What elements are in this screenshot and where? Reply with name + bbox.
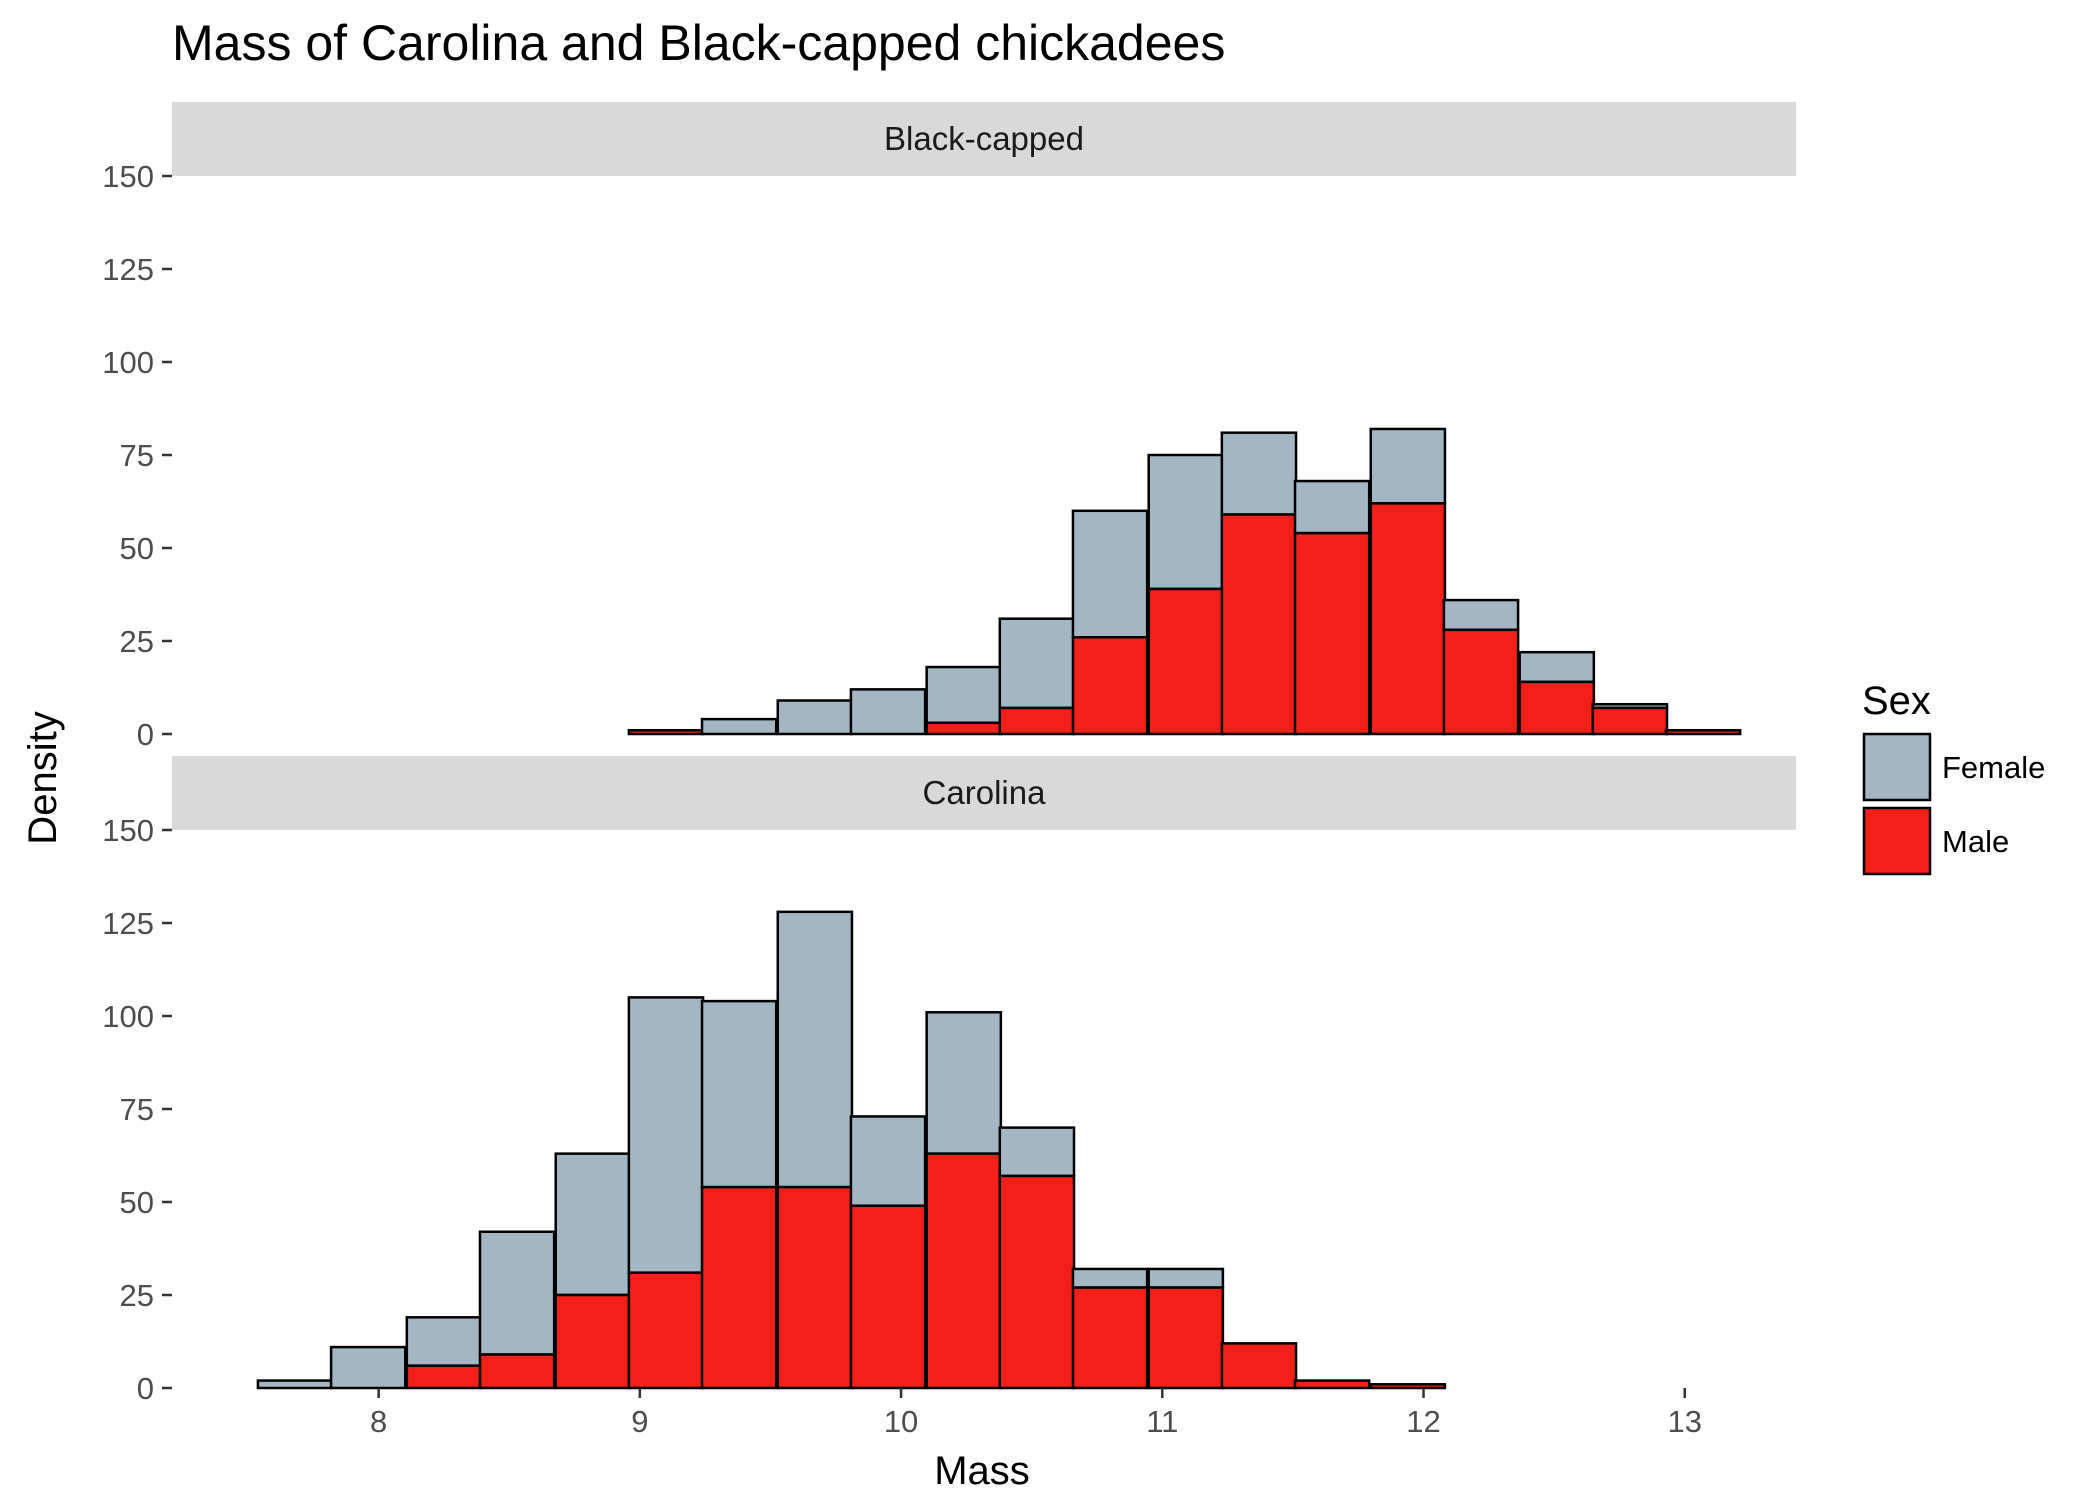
bar-male [1147, 587, 1225, 736]
panel-carolina: Carolina 0 25 50 75 100 125 150 [102, 756, 1796, 1406]
bar-female [1147, 1267, 1225, 1289]
facet-strip-label: Carolina [923, 774, 1047, 811]
bar-female [776, 910, 854, 1189]
bar-male [1220, 513, 1298, 736]
bar-male [1369, 1383, 1447, 1390]
bar-female [329, 1345, 407, 1390]
y-tick-label: 100 [102, 345, 154, 380]
x-tick-label: 12 [1406, 1404, 1440, 1439]
y-tick-label: 125 [102, 906, 154, 941]
bar-male [1071, 636, 1149, 736]
bar-male [478, 1353, 556, 1390]
y-tick-label: 25 [120, 624, 154, 659]
bar-female [554, 1152, 632, 1297]
facet-strip-label: Black-capped [884, 120, 1084, 157]
bar-male [1293, 1379, 1371, 1390]
bar-male [998, 706, 1076, 736]
bar-female [998, 1126, 1076, 1178]
legend-title: Sex [1862, 679, 1931, 723]
y-tick-label: 75 [120, 1092, 154, 1127]
x-tick-label: 13 [1668, 1404, 1702, 1439]
bar-female [1369, 427, 1447, 505]
legend-key-male [1862, 806, 1932, 876]
bar-female [700, 717, 778, 736]
bar-female [405, 1316, 483, 1367]
x-tick-label: 8 [370, 1404, 387, 1439]
y-tick-label: 0 [137, 1371, 154, 1406]
x-tick-label: 9 [631, 1404, 648, 1439]
bar-male [1442, 628, 1520, 736]
y-tick-label: 75 [120, 438, 154, 473]
bar-male [554, 1293, 632, 1390]
bar-male [1293, 531, 1371, 736]
bar-male [925, 1152, 1003, 1390]
facet-strip [172, 102, 1796, 176]
legend: Sex Female Male [1862, 679, 2045, 876]
y-axis-title: Density [21, 711, 65, 844]
bar-female [998, 617, 1076, 710]
bar-female [849, 1115, 927, 1207]
bar-male [627, 729, 705, 736]
y-tick-label: 100 [102, 999, 154, 1034]
bar-female [700, 999, 778, 1189]
chart-panels: Black-capped 0 25 50 75 100 125 150 Carolina 0 25 5… [102, 102, 1796, 1406]
bar-female [776, 699, 854, 736]
bar-female [1220, 431, 1298, 516]
bar-female [1293, 479, 1371, 535]
bar-female [478, 1230, 556, 1356]
y-tick-label: 25 [120, 1278, 154, 1313]
bar-male [700, 1185, 778, 1390]
x-axis: 8 9 10 11 12 13 [370, 1388, 1702, 1439]
bar-male [925, 721, 1003, 736]
bar-male [998, 1174, 1076, 1390]
bar-male [1591, 706, 1669, 736]
y-tick-label: 125 [102, 252, 154, 287]
y-tick-label: 50 [120, 531, 154, 566]
bar-male [776, 1185, 854, 1390]
bar-male [1369, 502, 1447, 736]
bar-male [1664, 729, 1742, 736]
chart-title: Mass of Carolina and Black-capped chicka… [172, 15, 1225, 71]
bar-female [1071, 509, 1149, 639]
panel-black-capped: Black-capped 0 25 50 75 100 125 150 [102, 102, 1796, 752]
bar-male [1071, 1286, 1149, 1390]
bar-male [1220, 1342, 1298, 1390]
y-tick-label: 50 [120, 1185, 154, 1220]
bar-female [1147, 453, 1225, 591]
bar-male [1518, 680, 1596, 736]
x-tick-label: 10 [884, 1404, 918, 1439]
bar-male [849, 1204, 927, 1390]
bar-female [1442, 598, 1520, 632]
legend-label-female: Female [1942, 750, 2045, 785]
bar-female [925, 1011, 1003, 1155]
bar-female [1071, 1267, 1149, 1289]
bar-male [405, 1364, 483, 1390]
legend-label-male: Male [1942, 824, 2009, 859]
bar-female [256, 1379, 334, 1390]
bar-male [1147, 1286, 1225, 1390]
facet-strip [172, 756, 1796, 830]
y-tick-label: 0 [137, 717, 154, 752]
legend-key-female [1862, 732, 1932, 802]
bar-female [925, 665, 1003, 725]
x-axis-title: Mass [934, 1449, 1030, 1493]
bar-male [627, 1271, 705, 1390]
y-tick-label: 150 [102, 813, 154, 848]
bar-female [1518, 650, 1596, 684]
x-tick-label: 11 [1146, 1404, 1178, 1439]
bar-female [627, 996, 705, 1274]
bar-female [849, 688, 927, 736]
y-tick-label: 150 [102, 159, 154, 194]
